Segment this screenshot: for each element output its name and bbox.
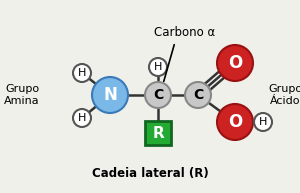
Circle shape: [92, 77, 128, 113]
Text: Grupo
Ácido: Grupo Ácido: [268, 84, 300, 106]
Text: Cadeia lateral (R): Cadeia lateral (R): [92, 167, 208, 179]
Circle shape: [217, 45, 253, 81]
Text: Carbono α: Carbono α: [154, 26, 216, 40]
Text: Grupo
Amina: Grupo Amina: [4, 84, 40, 106]
Text: R: R: [152, 125, 164, 141]
FancyBboxPatch shape: [145, 121, 171, 145]
Circle shape: [73, 64, 91, 82]
Circle shape: [217, 104, 253, 140]
Text: C: C: [153, 88, 163, 102]
Circle shape: [185, 82, 211, 108]
Circle shape: [145, 82, 171, 108]
Text: O: O: [228, 113, 242, 131]
Circle shape: [149, 58, 167, 76]
Text: O: O: [228, 54, 242, 72]
Text: N: N: [103, 86, 117, 104]
Circle shape: [254, 113, 272, 131]
Text: H: H: [78, 68, 86, 78]
Text: C: C: [193, 88, 203, 102]
Text: H: H: [78, 113, 86, 123]
Circle shape: [73, 109, 91, 127]
Text: H: H: [154, 62, 162, 72]
Text: H: H: [259, 117, 267, 127]
